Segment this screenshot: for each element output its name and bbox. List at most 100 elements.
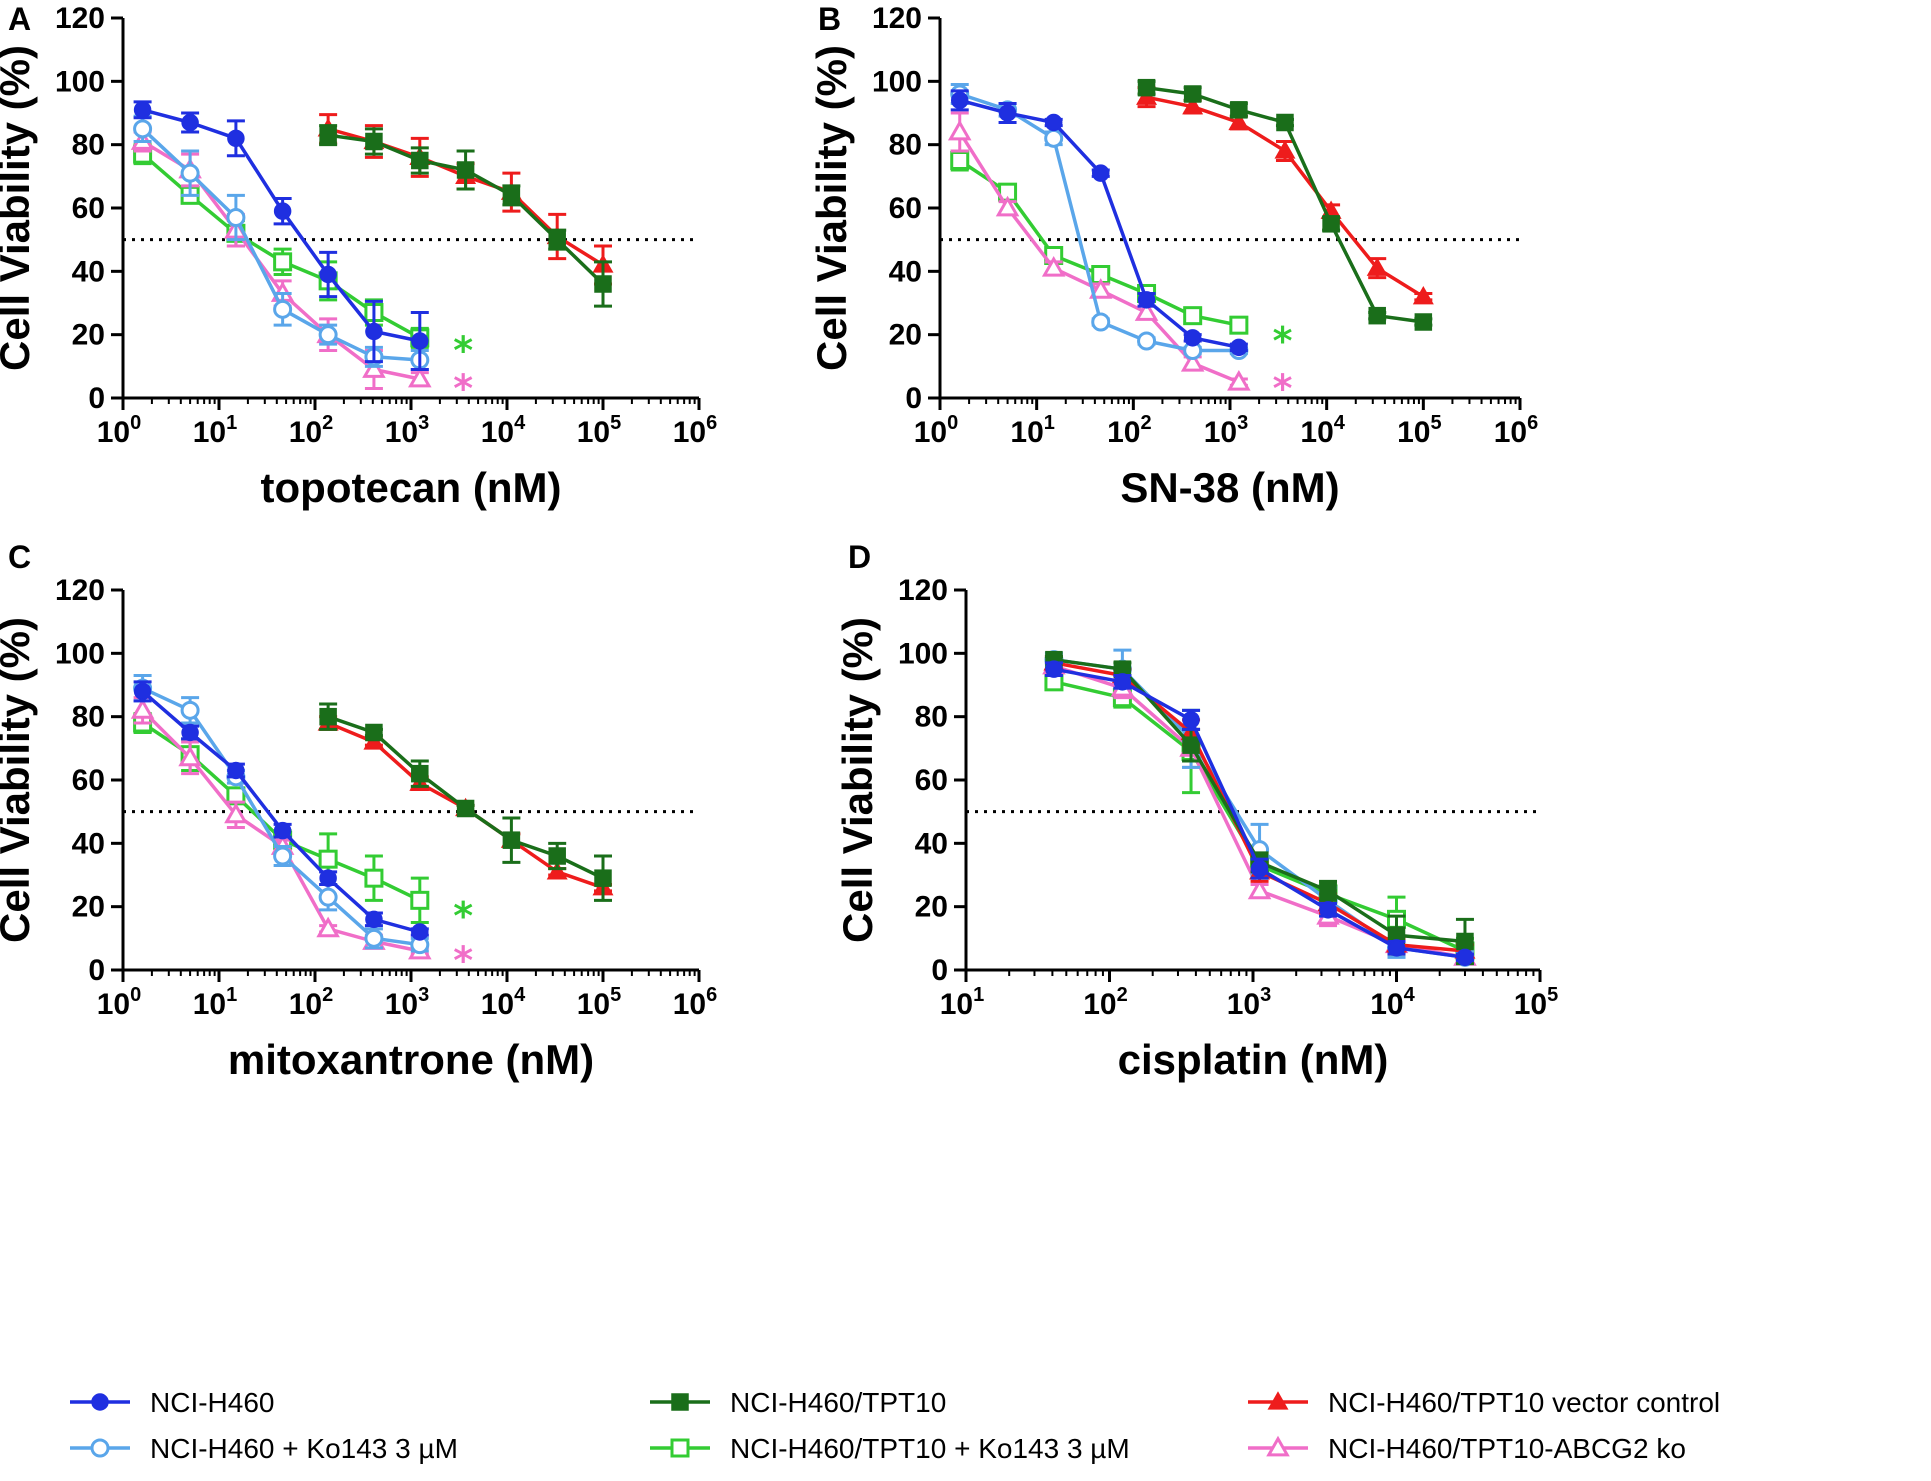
data-point (1183, 85, 1202, 103)
data-point (1414, 313, 1433, 331)
data-point (1274, 140, 1296, 159)
x-tick-label: 106 (673, 412, 718, 449)
y-tick-label: 100 (898, 637, 948, 670)
data-point (1456, 948, 1474, 967)
x-tick-label: 103 (385, 984, 430, 1021)
data-point (1412, 285, 1434, 305)
x-tick-label: 100 (914, 412, 959, 449)
x-tick-label: 101 (1010, 412, 1055, 449)
legend-item: NCI-H460 (70, 1387, 274, 1418)
x-tick-label: 103 (385, 412, 430, 449)
x-tick-label: 103 (1204, 412, 1249, 449)
y-tick-label: 0 (88, 954, 105, 987)
data-point (998, 104, 1017, 122)
data-point (224, 802, 248, 824)
series-nci-h460-tpt10 (319, 702, 612, 902)
data-point (365, 322, 383, 341)
y-tick-label: 80 (72, 129, 105, 162)
data-point (1230, 338, 1248, 357)
data-point (1250, 859, 1269, 878)
series-nci-h460-tpt10-abcg2-ko (947, 111, 1251, 391)
x-tick-label: 106 (673, 984, 718, 1021)
data-point (273, 299, 293, 319)
x-tick-label: 100 (97, 412, 142, 449)
data-point (181, 723, 199, 742)
data-point (1247, 878, 1272, 900)
y-axis-title: Cell Viability (%) (834, 617, 881, 943)
x-tick-label: 104 (1370, 984, 1415, 1021)
data-point (319, 869, 337, 887)
series-nci-h460 (133, 100, 429, 371)
x-tick-label: 101 (193, 984, 238, 1021)
series-nci-h460-tpt10 (319, 124, 612, 308)
legend-item: NCI-H460/TPT10 vector control (1248, 1387, 1720, 1418)
y-tick-label: 20 (72, 891, 105, 924)
data-point (546, 861, 568, 880)
data-point (1319, 901, 1337, 919)
data-point (1137, 331, 1157, 351)
series-nci-h460 (950, 89, 1248, 357)
data-point (227, 761, 245, 780)
data-point (1045, 660, 1063, 678)
legend-marker (1267, 1391, 1289, 1410)
data-point (1230, 101, 1248, 119)
data-point (1183, 306, 1203, 326)
data-point (133, 101, 152, 119)
data-point (502, 831, 521, 849)
data-point (548, 230, 566, 249)
x-tick-label: 101 (193, 412, 238, 449)
legend-item: NCI-H460 + Ko143 3 µM (70, 1433, 458, 1464)
data-point (1456, 932, 1474, 951)
data-point (273, 202, 292, 220)
y-tick-label: 60 (72, 764, 105, 797)
legend-label: NCI-H460/TPT10 + Ko143 3 µM (730, 1433, 1130, 1464)
data-point (365, 132, 383, 151)
legend-label: NCI-H460/TPT10 vector control (1328, 1387, 1720, 1418)
x-axis-title: SN-38 (nM) (1120, 464, 1339, 511)
data-point (1368, 306, 1386, 325)
panel-d: D 0 20 40 60 80 100 120 101 102 103 104 105 cisplatin… (834, 539, 1558, 1083)
data-point (947, 119, 972, 141)
data-point (995, 195, 1020, 217)
y-tick-label: 100 (55, 65, 105, 98)
data-point (319, 265, 337, 284)
data-point (502, 186, 521, 205)
x-tick-label: 102 (1107, 412, 1152, 449)
data-point (456, 161, 475, 179)
data-point (1182, 736, 1200, 754)
data-point (273, 821, 292, 840)
data-point (180, 700, 200, 720)
significance-asterisk: * (453, 328, 473, 372)
y-axis-title: Cell Viability (%) (808, 45, 855, 371)
data-point (548, 847, 566, 865)
legend-label: NCI-H460/TPT10-ABCG2 ko (1328, 1433, 1686, 1464)
data-point (316, 916, 340, 938)
significance-asterisk: * (453, 366, 473, 410)
series-nci-h460-tpt10-ko143-3-m (1044, 672, 1475, 966)
panel-c: C 0 20 40 60 80 100 120 100 101 102 103 104 105 106 mit… (0, 539, 717, 1083)
data-point (950, 151, 970, 170)
legend: NCI-H460 NCI-H460/TPT10 NCI-H460/TPT10 vec… (70, 1387, 1720, 1464)
y-tick-label: 80 (72, 701, 105, 734)
y-tick-label: 80 (915, 701, 948, 734)
x-axis-title: topotecan (nM) (261, 464, 562, 511)
y-tick-label: 120 (872, 2, 922, 35)
x-tick-label: 105 (577, 412, 622, 449)
significance-asterisk: * (1273, 319, 1293, 363)
x-tick-label: 100 (97, 984, 142, 1021)
data-point (411, 764, 429, 783)
x-tick-label: 103 (1227, 984, 1272, 1021)
y-tick-label: 40 (915, 827, 948, 860)
y-tick-label: 120 (55, 2, 105, 35)
data-point (180, 163, 200, 183)
data-point (1229, 315, 1249, 335)
x-tick-label: 105 (577, 984, 622, 1021)
y-axis-title: Cell Viability (%) (0, 617, 38, 943)
data-point (365, 723, 383, 742)
data-point (1319, 882, 1337, 900)
data-point (1182, 95, 1204, 115)
data-point (226, 208, 246, 227)
data-point (1366, 257, 1388, 276)
data-point (273, 252, 293, 272)
